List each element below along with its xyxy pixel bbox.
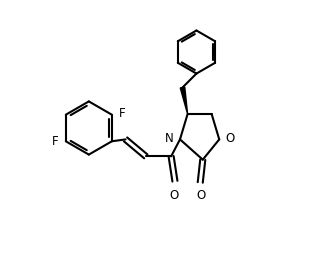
Text: N: N — [165, 132, 174, 145]
Polygon shape — [180, 87, 188, 114]
Text: O: O — [170, 189, 179, 202]
Text: O: O — [226, 132, 235, 145]
Text: O: O — [196, 189, 206, 202]
Text: F: F — [119, 107, 126, 120]
Text: F: F — [52, 135, 59, 148]
